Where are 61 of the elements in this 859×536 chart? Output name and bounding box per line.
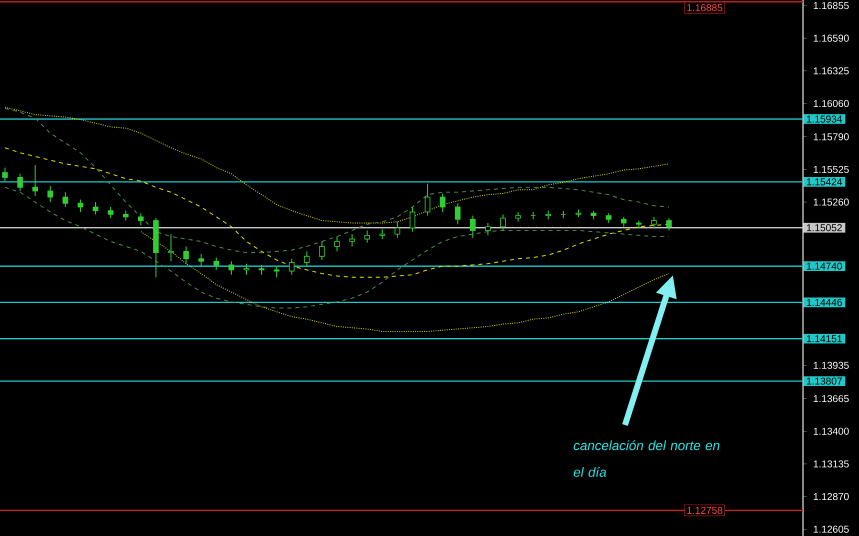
candlestick (319, 241, 325, 260)
candlestick (198, 253, 204, 267)
y-tick-label: 1.13400 (814, 428, 849, 435)
y-tick-label: 1.16060 (814, 100, 849, 108)
ref-line-label: 1.15052 (806, 224, 842, 232)
candlestick (258, 264, 264, 276)
candlestick (213, 257, 220, 270)
y-tick-label: 1.16590 (814, 34, 849, 42)
ref-line-label: 1.16885 (687, 4, 722, 12)
candlestick (349, 234, 355, 247)
candlestick (17, 173, 23, 192)
ref-line-label: 1.13807 (806, 378, 842, 385)
candlestick (424, 183, 430, 216)
candlestick (122, 210, 129, 222)
candlestick (183, 246, 189, 264)
ref-line-label: 1.15424 (806, 178, 842, 186)
candlestick (651, 216, 657, 228)
y-tick-label: 1.15260 (814, 198, 849, 206)
candlestick (454, 202, 461, 225)
candlestick (228, 260, 234, 276)
candlestick (78, 199, 84, 212)
ref-line-label: 1.14740 (806, 262, 842, 270)
candlestick (32, 164, 38, 196)
y-tick-label: 1.12870 (814, 493, 849, 500)
text: cancelación del norte en el día (574, 440, 720, 477)
candlestick (62, 192, 68, 208)
ref-line-label: 1.15934 (806, 115, 842, 123)
ref-line-label: 1.14446 (806, 298, 842, 306)
y-tick-label: 1.15525 (814, 166, 849, 173)
candlestick (288, 258, 295, 276)
candlestick (410, 206, 416, 232)
y-tick-label: 1.13935 (814, 362, 849, 369)
candlestick (244, 263, 250, 276)
y-tick-label: 1.13665 (814, 395, 849, 402)
candlestick (364, 230, 370, 244)
candlestick (2, 167, 8, 182)
candlestick (485, 222, 491, 236)
candlestick (138, 212, 144, 226)
candlestick (274, 266, 280, 278)
candlestick (500, 214, 506, 231)
candlestick (470, 215, 476, 238)
y-tick-label: 1.16855 (814, 2, 849, 10)
y-tick-label: 1.13135 (814, 460, 849, 468)
candlestick (606, 212, 612, 224)
y-tick-label: 1.12605 (814, 526, 849, 533)
ref-line-label: 1.12758 (687, 506, 722, 514)
candlestick (515, 211, 521, 222)
candlestick (47, 186, 54, 203)
candlestick (394, 221, 400, 238)
candlestick (620, 216, 627, 228)
candlestick (666, 218, 672, 231)
candlestick (379, 228, 386, 240)
ref-line-label: 1.14151 (806, 335, 842, 342)
candlestick (168, 234, 174, 262)
candlestick (334, 236, 340, 252)
candlestick (92, 202, 98, 215)
y-tick-label: 1.15790 (814, 133, 849, 140)
y-tick-label: 1.16325 (814, 67, 849, 74)
candlestick (108, 206, 114, 219)
candlestick (304, 250, 310, 267)
candlestick (440, 192, 446, 212)
